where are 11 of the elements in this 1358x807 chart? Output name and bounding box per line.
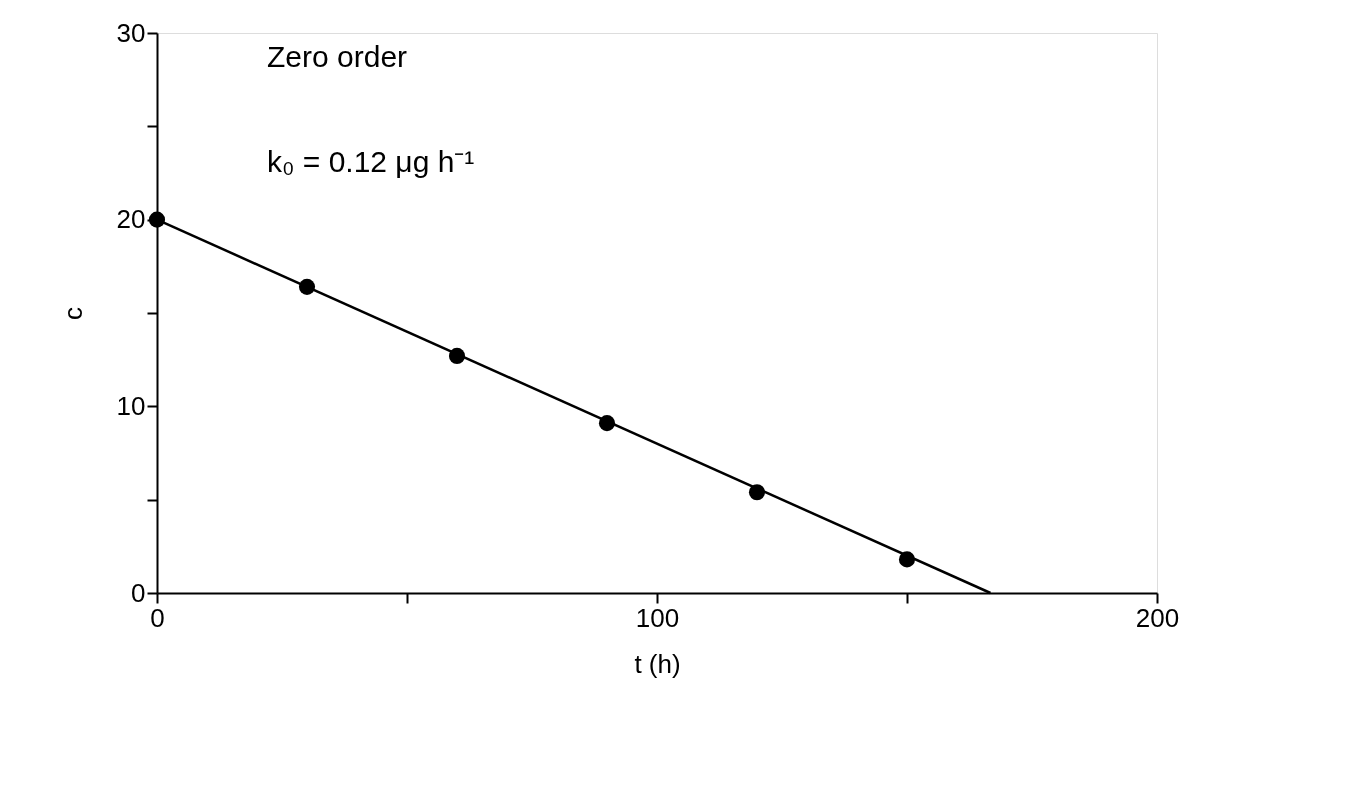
- x-tick-label: 200: [1135, 602, 1180, 633]
- x-tick-label: 0: [150, 602, 165, 633]
- annotation: Zero order: [267, 40, 408, 73]
- y-tick-label: 30: [116, 17, 146, 48]
- x-tick-label: 100: [635, 602, 680, 633]
- y-tick-label: 0: [131, 577, 146, 608]
- x-axis-title: t (h): [634, 648, 681, 679]
- annotation: k₀ = 0.12 μg h⁻¹: [267, 145, 475, 178]
- y-tick-label: 20: [116, 204, 146, 235]
- y-tick-label: 10: [116, 390, 146, 421]
- y-axis-title: c: [57, 307, 88, 320]
